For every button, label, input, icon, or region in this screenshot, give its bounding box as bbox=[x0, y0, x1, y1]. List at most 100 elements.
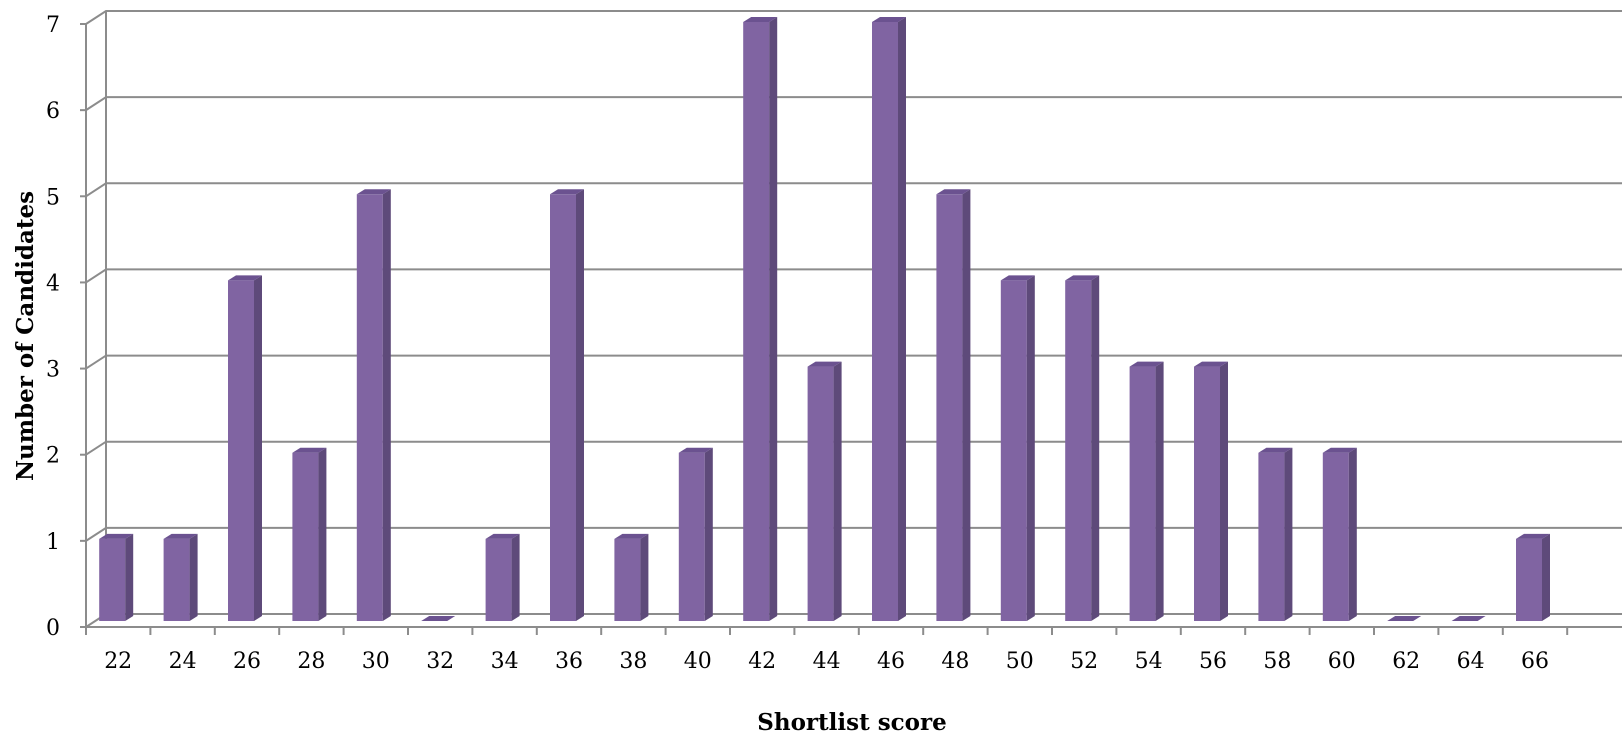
bar-side bbox=[511, 533, 520, 621]
y-tick-label: 7 bbox=[46, 13, 60, 38]
y-axis-title: Number of Candidates bbox=[12, 191, 39, 481]
bar-front bbox=[1000, 280, 1027, 621]
y-tick-labels: 0 1 2 3 4 5 6 7 bbox=[46, 13, 60, 641]
x-tick-label: 62 bbox=[1392, 649, 1420, 674]
bar-front bbox=[1065, 280, 1092, 621]
bar bbox=[743, 17, 778, 621]
bar bbox=[550, 189, 584, 622]
bar-top bbox=[1129, 361, 1164, 367]
y-tick-label: 5 bbox=[46, 185, 60, 210]
bar bbox=[1387, 616, 1422, 621]
bar bbox=[228, 275, 262, 621]
bar-front bbox=[1322, 452, 1349, 621]
bar-top bbox=[485, 533, 520, 539]
bar-front bbox=[99, 538, 126, 621]
bar bbox=[1194, 361, 1228, 621]
bar bbox=[872, 17, 906, 621]
bar-side bbox=[704, 447, 713, 621]
bar-front bbox=[1516, 538, 1542, 621]
bar bbox=[163, 533, 198, 621]
bar bbox=[936, 189, 971, 622]
x-tick-label: 30 bbox=[362, 649, 390, 674]
gridline bbox=[85, 354, 1622, 370]
bar-top bbox=[228, 275, 262, 281]
bar-side bbox=[1284, 447, 1293, 621]
gridline bbox=[85, 268, 1622, 284]
bar-top bbox=[1065, 275, 1100, 281]
axes bbox=[80, 11, 1622, 635]
bar-front bbox=[743, 22, 770, 621]
x-tick-label: 46 bbox=[877, 649, 905, 674]
bar-front bbox=[1258, 452, 1285, 621]
bar bbox=[1065, 275, 1100, 621]
bar-top bbox=[614, 533, 649, 539]
bar bbox=[421, 616, 456, 621]
bar bbox=[614, 533, 649, 621]
bar-front bbox=[678, 452, 705, 621]
bar-top bbox=[163, 533, 198, 539]
bar-front bbox=[292, 452, 319, 621]
x-tick-label: 34 bbox=[491, 649, 519, 674]
bar-side bbox=[1091, 275, 1100, 621]
bar-top bbox=[678, 447, 713, 453]
bar-side bbox=[382, 189, 391, 622]
bar-top bbox=[872, 17, 906, 22]
bar bbox=[1451, 616, 1486, 621]
x-tick-label: 28 bbox=[297, 649, 325, 674]
x-tick-label: 40 bbox=[684, 649, 712, 674]
bar-side bbox=[962, 189, 971, 622]
bar-front bbox=[1194, 366, 1220, 621]
bar bbox=[485, 533, 520, 621]
bar-top bbox=[356, 189, 391, 195]
bar-side bbox=[1155, 361, 1164, 621]
bar-top bbox=[743, 17, 778, 22]
bar-side bbox=[125, 533, 134, 621]
gridline bbox=[85, 10, 1622, 25]
bar bbox=[99, 533, 134, 621]
bar-side bbox=[189, 533, 198, 621]
y-tick-label: 3 bbox=[46, 358, 60, 383]
bar-front bbox=[614, 538, 641, 621]
bar-top bbox=[1516, 533, 1550, 539]
bar bbox=[678, 447, 713, 621]
bar-side bbox=[1026, 275, 1035, 621]
bar-side bbox=[1348, 447, 1357, 621]
bar-side bbox=[769, 17, 778, 621]
x-tick-label: 26 bbox=[233, 649, 261, 674]
bar bbox=[1000, 275, 1035, 621]
gridline bbox=[85, 96, 1622, 111]
y-tick-label: 2 bbox=[46, 444, 60, 469]
bar-top bbox=[1000, 275, 1035, 281]
y-tick-label: 0 bbox=[46, 616, 60, 641]
x-tick-label: 24 bbox=[169, 649, 197, 674]
bar-front bbox=[356, 194, 383, 622]
x-tick-label: 50 bbox=[1006, 649, 1034, 674]
y-tick-label: 6 bbox=[46, 99, 60, 124]
bar-front bbox=[936, 194, 963, 622]
x-tick-label: 66 bbox=[1521, 649, 1549, 674]
bar-top bbox=[421, 616, 456, 621]
bar-top bbox=[1451, 616, 1486, 621]
y-tick-label: 1 bbox=[46, 530, 60, 555]
bar-front bbox=[1129, 366, 1156, 621]
x-tick-label: 48 bbox=[941, 649, 969, 674]
x-tick-label: 32 bbox=[426, 649, 454, 674]
bar-top bbox=[1387, 616, 1422, 621]
y-tick-label: 4 bbox=[46, 271, 60, 296]
bar-top bbox=[1194, 361, 1228, 367]
bar-top bbox=[1322, 447, 1357, 453]
bar-side bbox=[640, 533, 649, 621]
x-tick-label: 64 bbox=[1457, 649, 1485, 674]
x-tick-label: 52 bbox=[1070, 649, 1098, 674]
bar-side bbox=[1542, 533, 1550, 621]
bar-top bbox=[292, 447, 327, 453]
bar-side bbox=[318, 447, 327, 621]
bar-side bbox=[833, 361, 842, 621]
bar-front bbox=[163, 538, 190, 621]
bar-front bbox=[550, 194, 576, 622]
bar-side bbox=[254, 275, 262, 621]
x-tick-label: 22 bbox=[104, 649, 132, 674]
x-tick-labels: 22 24 26 28 30 32 34 36 38 40 42 44 46 48 50 52 54 56 58 60… bbox=[104, 649, 1549, 674]
bar-front bbox=[807, 366, 834, 621]
